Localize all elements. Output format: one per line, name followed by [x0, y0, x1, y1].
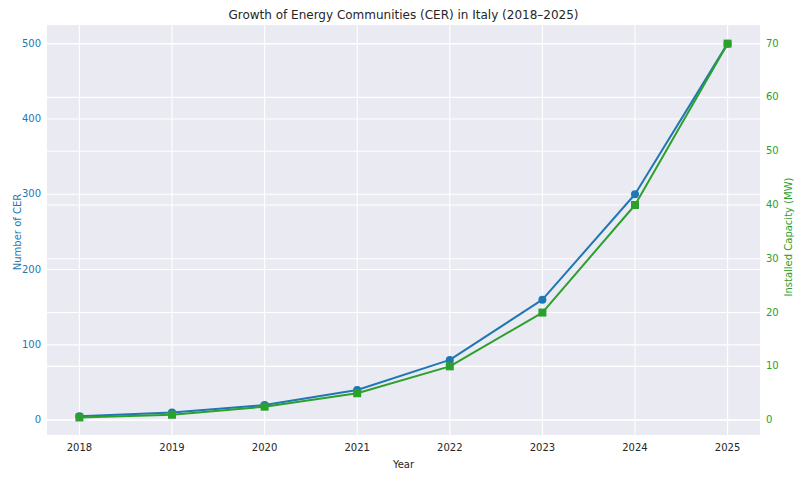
tick-label: 200 [0, 263, 41, 277]
chart-figure: Growth of Energy Communities (CER) in It… [0, 0, 800, 477]
chart-title: Growth of Energy Communities (CER) in It… [47, 8, 760, 22]
tick-label: 500 [0, 37, 41, 51]
tick-label: 2018 [54, 441, 104, 455]
tick-label: 0 [766, 413, 800, 427]
tick-label: 30 [766, 252, 800, 266]
tick-label: 2022 [425, 441, 475, 455]
tick-label: 400 [0, 112, 41, 126]
square-marker [631, 201, 639, 209]
square-marker [353, 389, 361, 397]
square-marker [168, 411, 176, 419]
square-marker [261, 403, 269, 411]
series-line-square [79, 44, 727, 418]
tick-label: 2020 [240, 441, 290, 455]
circle-marker [631, 190, 639, 198]
tick-label: 2019 [147, 441, 197, 455]
tick-label: 20 [766, 306, 800, 320]
square-marker [75, 413, 83, 421]
tick-label: 2021 [332, 441, 382, 455]
y-axis-label-right: Installed Capacity (MW) [783, 178, 794, 297]
tick-label: 50 [766, 144, 800, 158]
chart-canvas [47, 25, 760, 435]
tick-label: 2023 [517, 441, 567, 455]
tick-label: 40 [766, 198, 800, 212]
plot-area [47, 25, 760, 435]
tick-label: 100 [0, 338, 41, 352]
circle-marker [538, 296, 546, 304]
tick-label: 10 [766, 359, 800, 373]
tick-label: 2025 [703, 441, 753, 455]
square-marker [538, 309, 546, 317]
tick-label: 60 [766, 90, 800, 104]
x-axis-label: Year [47, 459, 760, 470]
square-marker [446, 362, 454, 370]
square-marker [724, 40, 732, 48]
series-line-circle [79, 44, 727, 417]
tick-label: 300 [0, 187, 41, 201]
tick-label: 2024 [610, 441, 660, 455]
y-axis-label-left: Number of CER [12, 194, 23, 270]
tick-label: 0 [0, 413, 41, 427]
tick-label: 70 [766, 37, 800, 51]
